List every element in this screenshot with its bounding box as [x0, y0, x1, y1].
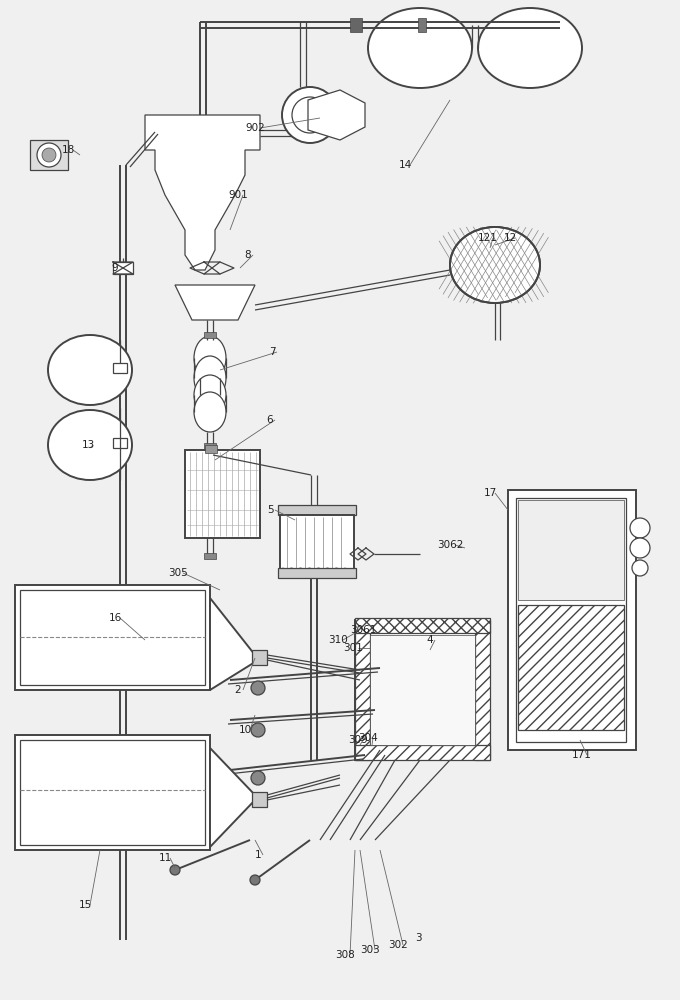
- Bar: [113, 262, 133, 274]
- Text: 3062: 3062: [437, 540, 463, 550]
- Circle shape: [632, 560, 648, 576]
- Text: 302: 302: [388, 940, 408, 950]
- Text: 10: 10: [239, 725, 252, 735]
- Text: 8: 8: [245, 250, 252, 260]
- Ellipse shape: [194, 356, 226, 400]
- Bar: [508, 490, 636, 750]
- Text: 304: 304: [358, 733, 378, 743]
- Text: 902: 902: [245, 123, 265, 133]
- Bar: [355, 745, 490, 760]
- Text: 121: 121: [478, 233, 498, 243]
- Text: 14: 14: [398, 160, 411, 170]
- Text: 301: 301: [343, 643, 363, 653]
- Bar: [278, 505, 356, 515]
- Text: 18: 18: [61, 145, 75, 155]
- Circle shape: [250, 875, 260, 885]
- Text: 15: 15: [78, 900, 92, 910]
- Circle shape: [42, 148, 56, 162]
- Bar: [20, 740, 205, 845]
- Polygon shape: [210, 748, 255, 847]
- Ellipse shape: [368, 8, 472, 88]
- Bar: [185, 450, 260, 538]
- Bar: [350, 18, 362, 32]
- Circle shape: [630, 518, 650, 538]
- Circle shape: [251, 681, 265, 695]
- Text: 2: 2: [235, 685, 241, 695]
- Text: 305: 305: [168, 568, 188, 578]
- Polygon shape: [145, 115, 260, 270]
- Circle shape: [630, 538, 650, 558]
- Text: 308: 308: [335, 950, 355, 960]
- Bar: [516, 498, 626, 742]
- Text: 3: 3: [415, 933, 422, 943]
- Circle shape: [251, 723, 265, 737]
- Bar: [30, 140, 68, 170]
- Bar: [204, 553, 216, 559]
- Text: 309: 309: [348, 735, 368, 745]
- Text: 17: 17: [483, 488, 496, 498]
- Text: 901: 901: [228, 190, 248, 200]
- Ellipse shape: [48, 410, 132, 480]
- Polygon shape: [175, 285, 255, 320]
- Text: 4: 4: [426, 635, 433, 645]
- Text: 9: 9: [112, 263, 118, 273]
- Bar: [355, 620, 490, 760]
- Text: 303: 303: [360, 945, 380, 955]
- Bar: [475, 620, 490, 760]
- Ellipse shape: [194, 375, 226, 415]
- Text: 3061: 3061: [350, 625, 376, 635]
- Bar: [518, 500, 624, 600]
- Text: 13: 13: [82, 440, 95, 450]
- Circle shape: [170, 865, 180, 875]
- Text: 16: 16: [108, 613, 122, 623]
- Bar: [204, 443, 216, 449]
- Bar: [204, 332, 216, 338]
- Text: 6: 6: [267, 415, 273, 425]
- Circle shape: [282, 87, 338, 143]
- Bar: [113, 363, 127, 373]
- Ellipse shape: [194, 392, 226, 432]
- Bar: [20, 590, 205, 685]
- Bar: [518, 605, 624, 730]
- Circle shape: [251, 771, 265, 785]
- Text: 1: 1: [255, 850, 261, 860]
- Circle shape: [292, 97, 328, 133]
- Bar: [418, 18, 426, 32]
- Bar: [205, 445, 217, 453]
- Text: 310: 310: [328, 635, 348, 645]
- Polygon shape: [308, 90, 365, 140]
- Bar: [370, 635, 475, 745]
- Bar: [15, 585, 210, 690]
- Circle shape: [37, 143, 61, 167]
- Bar: [252, 650, 267, 665]
- Bar: [280, 515, 354, 570]
- Text: 7: 7: [269, 347, 275, 357]
- Text: 11: 11: [158, 853, 171, 863]
- Ellipse shape: [478, 8, 582, 88]
- Bar: [15, 735, 210, 850]
- Bar: [278, 568, 356, 578]
- Ellipse shape: [194, 336, 226, 380]
- Bar: [113, 438, 127, 448]
- Bar: [355, 620, 370, 760]
- Ellipse shape: [48, 335, 132, 405]
- Text: 12: 12: [503, 233, 517, 243]
- Bar: [355, 618, 490, 633]
- Ellipse shape: [450, 227, 540, 303]
- Text: 171: 171: [572, 750, 592, 760]
- Polygon shape: [210, 598, 255, 690]
- Text: 5: 5: [267, 505, 273, 515]
- Bar: [252, 792, 267, 807]
